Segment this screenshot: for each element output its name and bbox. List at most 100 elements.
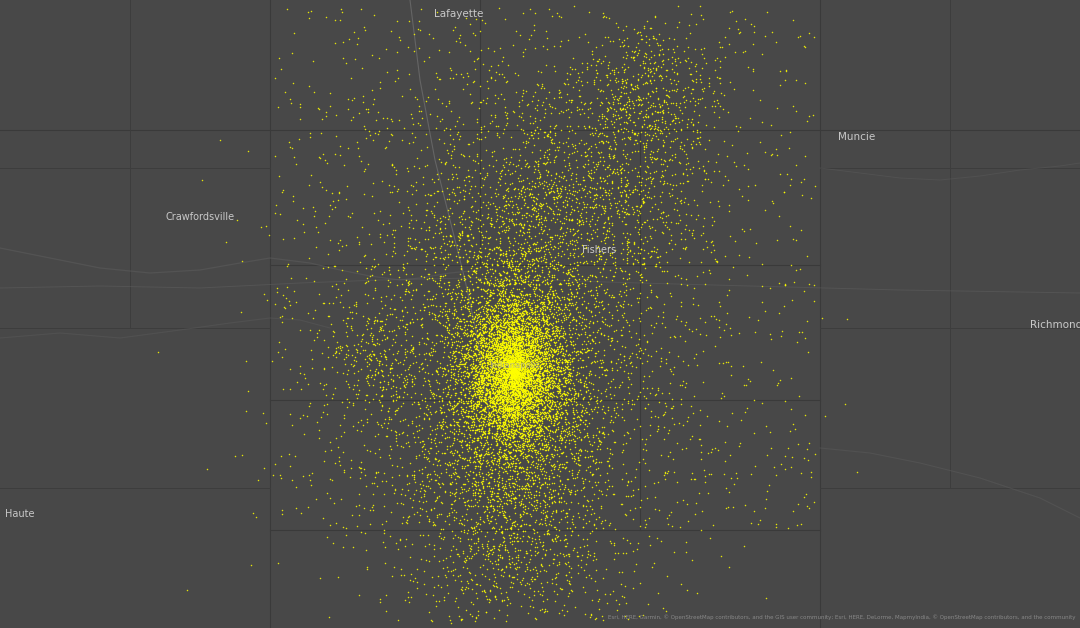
Point — [501, 404, 518, 414]
Point — [486, 330, 503, 340]
Point — [448, 398, 465, 408]
Point — [510, 339, 527, 349]
Point — [711, 315, 728, 325]
Point — [443, 470, 460, 480]
Point — [480, 392, 497, 403]
Point — [521, 178, 538, 188]
Point — [518, 379, 536, 389]
Point — [513, 383, 530, 393]
Point — [529, 358, 546, 368]
Point — [469, 497, 486, 507]
Point — [535, 225, 552, 236]
Point — [475, 382, 492, 392]
Point — [575, 582, 592, 592]
Point — [483, 369, 500, 379]
Point — [463, 352, 481, 362]
Point — [572, 447, 590, 457]
Point — [612, 82, 630, 92]
Point — [449, 531, 467, 541]
Point — [527, 243, 544, 253]
Point — [592, 396, 609, 406]
Point — [446, 368, 463, 378]
Point — [534, 414, 551, 424]
Point — [510, 364, 527, 374]
Point — [604, 586, 621, 596]
Point — [505, 379, 523, 389]
Point — [675, 85, 692, 95]
Point — [465, 373, 483, 383]
Point — [447, 455, 464, 465]
Point — [562, 188, 579, 198]
Point — [586, 357, 604, 367]
Point — [582, 229, 599, 239]
Point — [632, 578, 649, 588]
Point — [391, 453, 408, 463]
Point — [365, 293, 382, 303]
Point — [488, 488, 505, 498]
Point — [352, 527, 369, 537]
Point — [505, 359, 523, 369]
Point — [569, 362, 586, 372]
Point — [481, 333, 498, 344]
Point — [538, 439, 555, 449]
Point — [530, 420, 548, 430]
Point — [510, 399, 527, 409]
Point — [657, 90, 674, 100]
Point — [527, 376, 544, 386]
Point — [444, 403, 461, 413]
Point — [440, 236, 457, 246]
Point — [593, 518, 610, 528]
Point — [582, 286, 599, 296]
Point — [461, 336, 478, 346]
Point — [416, 305, 433, 315]
Point — [541, 101, 558, 111]
Point — [330, 452, 348, 462]
Point — [551, 384, 568, 394]
Point — [511, 363, 528, 373]
Point — [456, 239, 473, 249]
Point — [519, 388, 537, 398]
Point — [418, 511, 435, 521]
Point — [585, 79, 603, 89]
Point — [457, 222, 474, 232]
Point — [503, 331, 521, 341]
Point — [453, 406, 470, 416]
Point — [534, 276, 551, 286]
Point — [507, 209, 524, 219]
Point — [502, 426, 519, 436]
Point — [552, 583, 569, 593]
Point — [487, 353, 504, 363]
Point — [523, 473, 540, 483]
Point — [558, 223, 576, 233]
Point — [477, 607, 495, 617]
Point — [502, 368, 519, 378]
Point — [523, 428, 540, 438]
Point — [333, 345, 350, 355]
Point — [569, 551, 586, 561]
Point — [538, 365, 555, 376]
Point — [402, 370, 419, 380]
Point — [590, 249, 607, 259]
Point — [405, 243, 422, 253]
Point — [535, 298, 552, 308]
Point — [477, 411, 495, 421]
Point — [483, 328, 500, 338]
Point — [734, 47, 752, 57]
Point — [571, 345, 589, 355]
Point — [604, 168, 621, 178]
Point — [572, 435, 590, 445]
Point — [514, 447, 531, 457]
Point — [413, 106, 430, 116]
Point — [507, 161, 524, 171]
Point — [467, 344, 484, 354]
Point — [517, 372, 535, 382]
Point — [521, 383, 538, 393]
Point — [468, 309, 485, 319]
Point — [498, 411, 515, 421]
Point — [491, 319, 509, 329]
Point — [492, 321, 510, 331]
Point — [503, 389, 521, 399]
Point — [530, 422, 548, 432]
Point — [664, 190, 681, 200]
Point — [562, 579, 579, 589]
